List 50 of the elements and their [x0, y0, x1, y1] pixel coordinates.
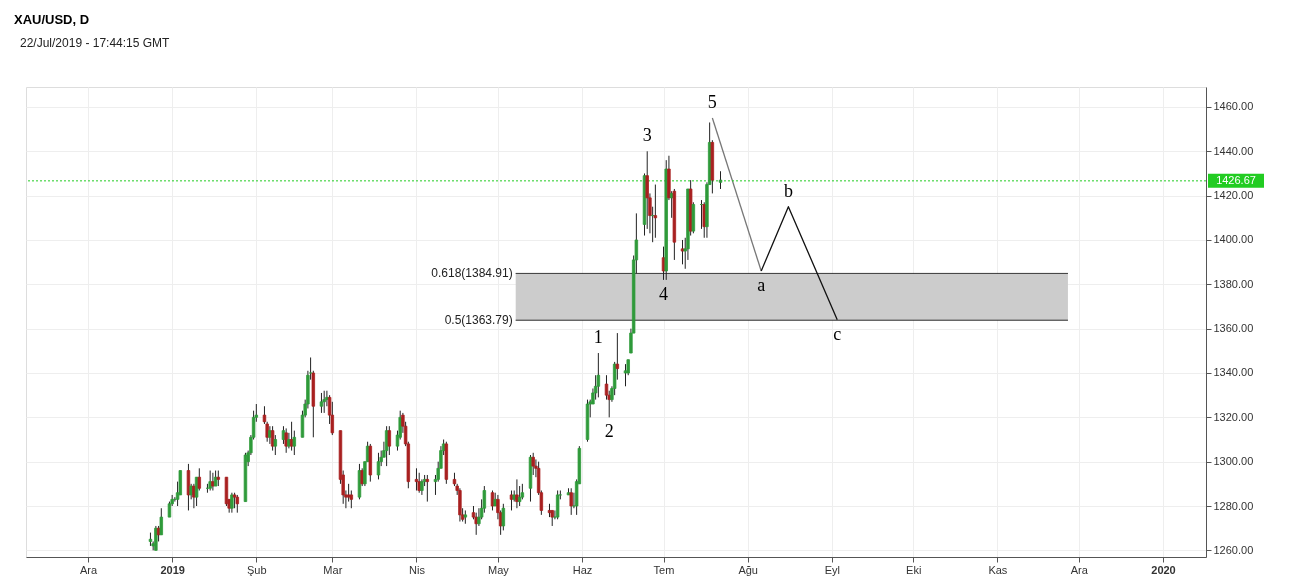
candlestick: [531, 452, 535, 476]
annotation: 5: [707, 92, 717, 113]
x-tick-label: Ara: [79, 563, 98, 576]
x-tick-label: May: [488, 563, 510, 576]
x-tick-label: Eyl: [824, 563, 840, 576]
candlestick: [319, 392, 324, 414]
y-tick-label: 1360.00: [1213, 322, 1254, 335]
candlestick: [322, 390, 326, 414]
candlestick: [615, 332, 620, 381]
x-tick-label: Kas: [988, 563, 1008, 576]
ref-line-label: 0.618(1384.91): [431, 266, 513, 281]
text: 22/Jul/2019 - 17:44:15 GMT: [20, 36, 171, 50]
x-tick-label: Haz: [572, 563, 593, 576]
y-tick-label: 1280.00: [1213, 499, 1254, 512]
candlestick: [596, 352, 601, 398]
chart-title: XAU/USD, D: [14, 12, 90, 27]
y-tick-label: 1300.00: [1213, 455, 1254, 468]
y-tick-label: 1460.00: [1213, 100, 1254, 113]
annotation: 4: [659, 283, 669, 304]
x-tick-label: Şub: [247, 563, 267, 576]
annotation: a: [757, 275, 766, 296]
annotation: 3: [642, 125, 652, 146]
y-tick-label: 1420.00: [1213, 189, 1254, 202]
x-tick-label: 2019: [160, 563, 185, 576]
x-tick-label: 2020: [1151, 563, 1176, 576]
ref-line-label: 0.5(1363.79): [444, 313, 513, 328]
x-tick-label: Tem: [653, 563, 675, 576]
annotation: 1: [593, 327, 603, 348]
candlestick: [645, 150, 649, 230]
y-tick-label: 1440.00: [1213, 144, 1254, 157]
candlestick: [208, 470, 212, 491]
y-tick-label: 1260.00: [1213, 543, 1254, 556]
x-tick-label: Nis: [409, 563, 426, 576]
candlestick: [197, 467, 202, 491]
y-tick-label: 1320.00: [1213, 410, 1254, 423]
ref-line-label: 1426.67: [1216, 173, 1256, 186]
y-tick-label: 1380.00: [1213, 277, 1254, 290]
candlestick: [501, 503, 506, 531]
x-tick-label: Eki: [906, 563, 922, 576]
x-tick-label: Mar: [323, 563, 343, 576]
y-tick-label: 1400.00: [1213, 233, 1254, 246]
candlestick: [387, 425, 392, 456]
x-tick-label: Ara: [1070, 563, 1089, 576]
y-tick-label: 1340.00: [1213, 366, 1254, 379]
candlestick: [653, 184, 658, 239]
annotation: 2: [604, 421, 614, 442]
annotation: b: [783, 180, 793, 201]
annotation: c: [833, 323, 842, 344]
x-tick-label: Ağu: [738, 563, 758, 576]
candlestick: [273, 434, 278, 456]
